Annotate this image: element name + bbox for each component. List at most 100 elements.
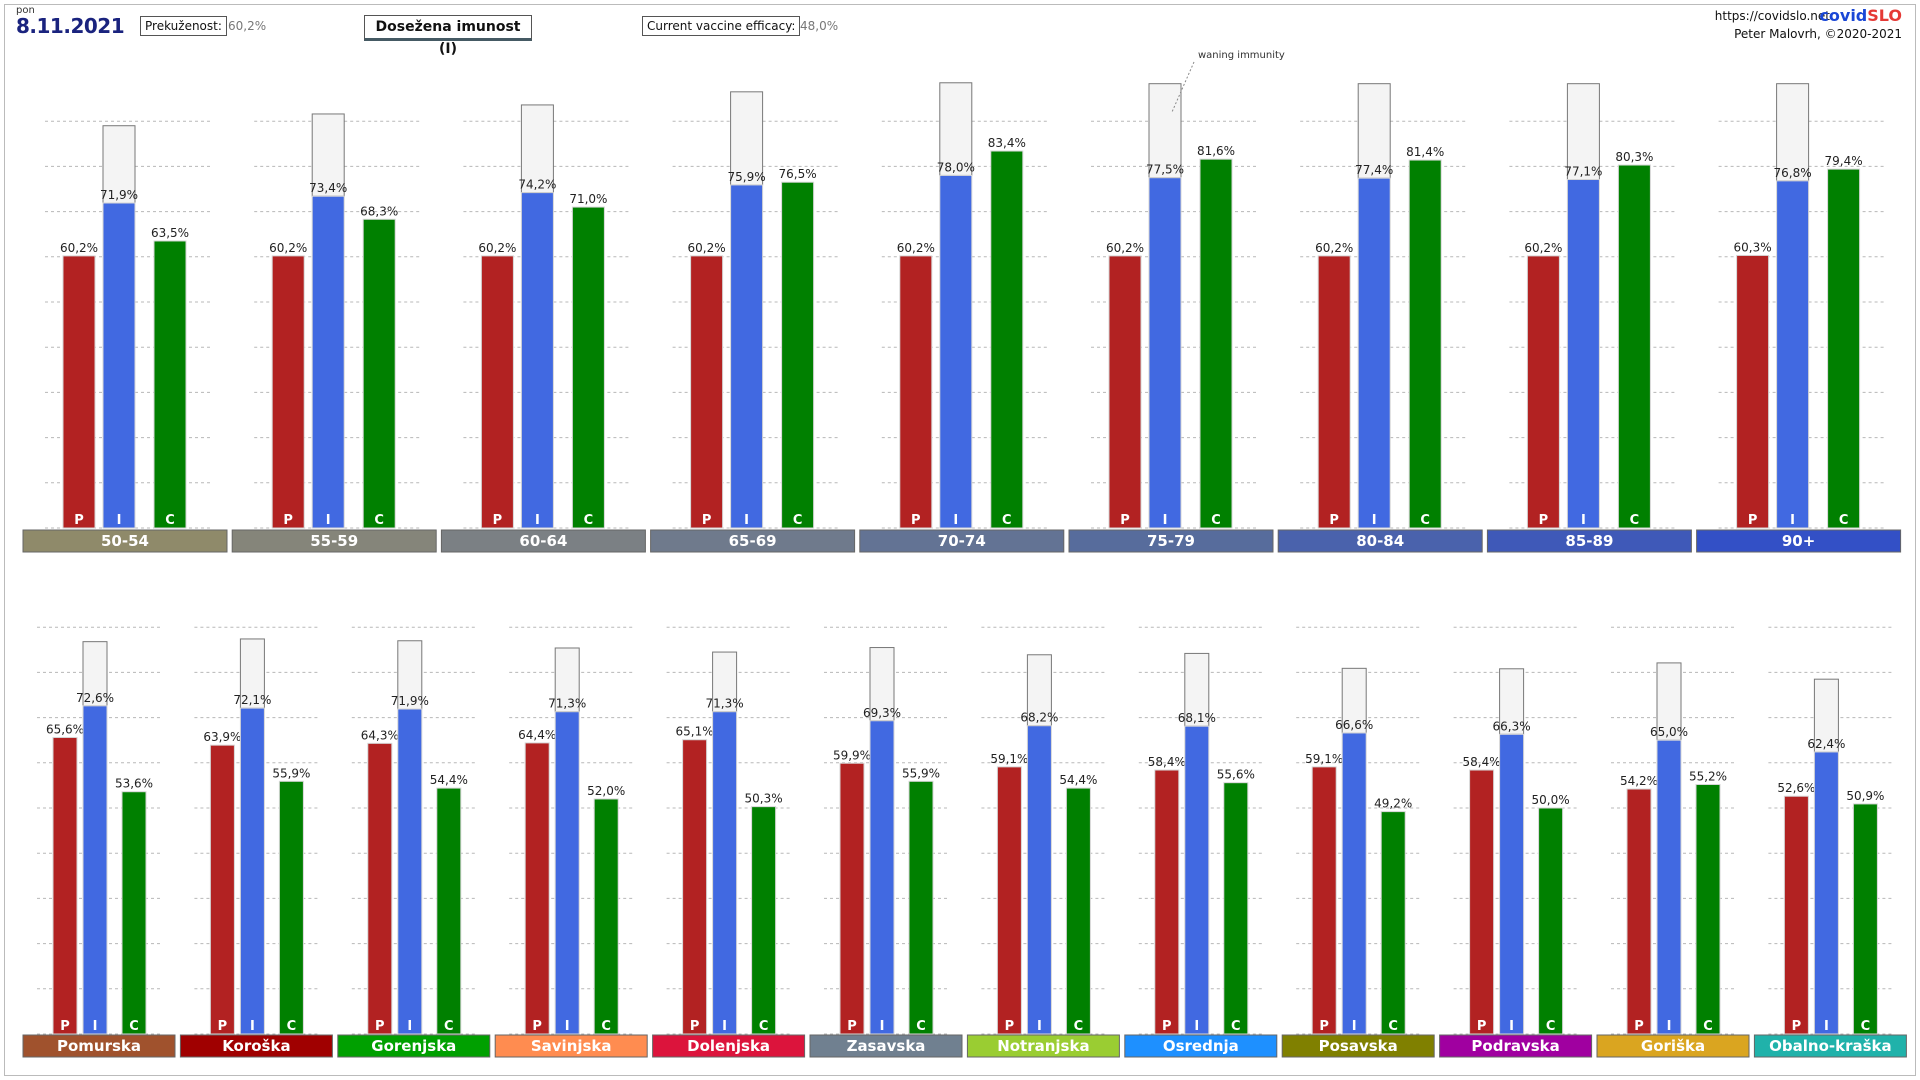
bar-i [712, 711, 738, 1035]
bar-p [62, 255, 96, 529]
bar-letter-i: I [953, 513, 958, 528]
waning-immunity-bar [712, 651, 738, 713]
waning-immunity-bar [520, 104, 554, 194]
day-label: pon [16, 5, 35, 16]
bar-letter-i: I [1163, 513, 1168, 528]
age-band [1696, 529, 1902, 553]
region-label: Gorenjska [371, 1037, 456, 1055]
waning-immunity-bar [939, 82, 973, 176]
bar-c [1380, 811, 1406, 1035]
data-label-c: 55,6% [1217, 768, 1255, 782]
bar-i [1776, 180, 1810, 529]
source-url: https://covidslo.net [1714, 9, 1830, 23]
data-label-i: 77,4% [1355, 163, 1393, 177]
waning-immunity-bar [1499, 668, 1525, 735]
data-label-c: 83,4% [988, 136, 1026, 150]
data-label-i: 71,9% [100, 188, 138, 202]
age-label: 50-54 [101, 532, 149, 550]
region-label: Obalno-kraška [1769, 1037, 1891, 1055]
age-label: 55-59 [310, 532, 358, 550]
bar-i [730, 184, 764, 529]
age-band [859, 529, 1065, 553]
bar-letter-i: I [93, 1019, 98, 1034]
age-band [650, 529, 856, 553]
bar-p [524, 742, 550, 1035]
bar-letter-p: P [847, 1019, 857, 1034]
bar-letter-c: C [584, 513, 594, 528]
bar-letter-p: P [74, 513, 84, 528]
bar-letter-p: P [375, 1019, 385, 1034]
data-label-p: 60,3% [1734, 240, 1772, 254]
bar-letter-c: C [444, 1019, 454, 1034]
region-label: Zasavska [847, 1037, 926, 1055]
waning-immunity-bar [1656, 662, 1682, 741]
region-band [337, 1034, 491, 1058]
data-label-i: 68,2% [1020, 711, 1058, 725]
bar-p [209, 744, 235, 1035]
region-band [809, 1034, 963, 1058]
bar-letter-i: I [250, 1019, 255, 1034]
age-label: 80-84 [1356, 532, 1404, 550]
bar-letter-p: P [283, 513, 293, 528]
bar-p [271, 255, 305, 529]
bar-i [520, 192, 554, 529]
bar-letter-p: P [218, 1019, 228, 1034]
data-label-p: 60,2% [1524, 241, 1562, 255]
data-label-c: 49,2% [1374, 797, 1412, 811]
region-band [1753, 1034, 1907, 1058]
bar-p [899, 255, 933, 529]
bar-letter-c: C [287, 1019, 297, 1034]
bar-p [1469, 769, 1495, 1035]
bar-letter-p: P [702, 513, 712, 528]
region-band [1439, 1034, 1593, 1058]
data-label-p: 59,9% [833, 748, 871, 762]
bar-c [1065, 787, 1091, 1035]
data-label-c: 68,3% [360, 204, 398, 218]
region-label: Savinjska [531, 1037, 612, 1055]
bar-p [1626, 788, 1652, 1035]
bar-letter-p: P [493, 513, 503, 528]
data-label-i: 66,3% [1493, 719, 1531, 733]
data-label-c: 50,3% [745, 792, 783, 806]
waning-immunity-bar [239, 638, 265, 709]
bar-p [1736, 254, 1770, 529]
bar-letter-i: I [407, 1019, 412, 1034]
data-label-p: 59,1% [990, 752, 1028, 766]
bar-letter-i: I [1372, 513, 1377, 528]
data-label-p: 52,6% [1777, 781, 1815, 795]
bar-letter-c: C [1420, 513, 1430, 528]
bar-letter-c: C [129, 1019, 139, 1034]
bar-i [1148, 177, 1182, 529]
bar-c [1827, 168, 1861, 529]
region-band [1124, 1034, 1278, 1058]
bar-letter-p: P [911, 513, 921, 528]
region-band [179, 1034, 333, 1058]
age-label: 90+ [1782, 532, 1815, 550]
bar-c [908, 780, 934, 1035]
age-band [1277, 529, 1483, 553]
data-label-c: 54,4% [1059, 773, 1097, 787]
bar-p [1783, 795, 1809, 1035]
waning-immunity-bar [869, 647, 895, 722]
brand-part1: covid [1819, 6, 1868, 25]
data-label-p: 60,2% [688, 241, 726, 255]
data-label-c: 55,9% [272, 766, 310, 780]
region-band [494, 1034, 648, 1058]
date-label: 8.11.2021 [16, 14, 125, 38]
bar-letter-i: I [1581, 513, 1586, 528]
data-label-i: 72,6% [76, 691, 114, 705]
bar-letter-i: I [722, 1019, 727, 1034]
data-label-i: 71,3% [706, 697, 744, 711]
bar-p [839, 762, 865, 1035]
region-band [1596, 1034, 1750, 1058]
efficacy-label: Current vaccine efficacy: [642, 16, 801, 36]
bar-letter-c: C [1861, 1019, 1871, 1034]
region-label: Koroška [222, 1037, 290, 1055]
bar-letter-p: P [1792, 1019, 1802, 1034]
bar-c [1223, 782, 1249, 1035]
waning-immunity-bar [730, 91, 764, 186]
bar-letter-i: I [1352, 1019, 1357, 1034]
region-band [966, 1034, 1120, 1058]
bar-c [571, 206, 605, 529]
waning-immunity-bar [554, 647, 580, 713]
